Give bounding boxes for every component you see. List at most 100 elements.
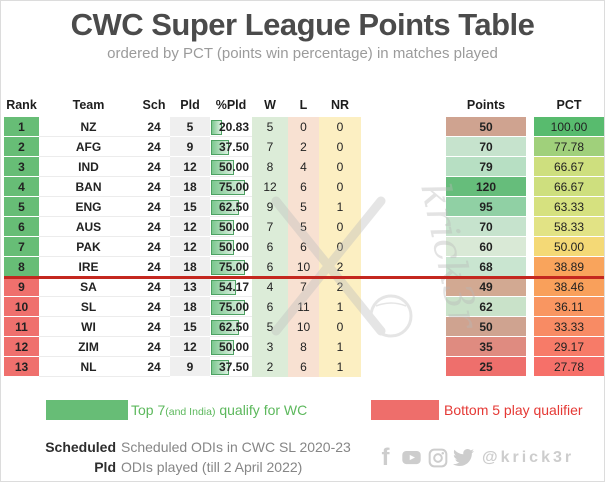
- points-cell: 79: [446, 157, 526, 177]
- spacer-cell: [526, 357, 534, 377]
- pldpct-databar: [211, 200, 240, 215]
- pldpct-databar: [211, 240, 234, 255]
- points-cell: 50: [446, 317, 526, 337]
- pldpct-value: 37.50: [218, 140, 249, 154]
- pldpct-value: 54.17: [218, 280, 249, 294]
- spacer-cell: [361, 117, 446, 137]
- points-table: Rank Team Sch Pld %Pld W L NR Points PCT…: [4, 93, 604, 377]
- wins-cell: 3: [252, 337, 288, 357]
- facebook-icon: f: [381, 444, 390, 471]
- team-cell: NL: [39, 357, 138, 377]
- page-title: CWC Super League Points Table: [70, 7, 535, 42]
- footnote-label: Scheduled: [45, 439, 116, 455]
- pld-cell: 12: [170, 237, 210, 257]
- spacer-cell: [361, 197, 446, 217]
- sch-cell: 24: [138, 177, 170, 197]
- pld-cell: 18: [170, 297, 210, 317]
- pld-cell: 18: [170, 257, 210, 277]
- points-cell: 70: [446, 217, 526, 237]
- noresult-cell: 0: [319, 317, 361, 337]
- footnote-desc: Scheduled ODIs in CWC SL 2020-23: [121, 439, 351, 455]
- rank-cell: 10: [4, 297, 39, 317]
- pld-cell: 12: [170, 337, 210, 357]
- page-subtitle: ordered by PCT (points win percentage) i…: [107, 45, 498, 62]
- rank-cell: 13: [4, 357, 39, 377]
- pldpct-databar: [211, 120, 222, 135]
- noresult-cell: 0: [319, 137, 361, 157]
- spacer-cell: [361, 137, 446, 157]
- noresult-cell: 2: [319, 257, 361, 277]
- wins-cell: 6: [252, 257, 288, 277]
- pldpct-cell: 50.00: [210, 337, 252, 357]
- noresult-cell: 1: [319, 197, 361, 217]
- pldpct-value: 50.00: [218, 240, 249, 254]
- pldpct-cell: 37.50: [210, 137, 252, 157]
- pld-cell: 15: [170, 317, 210, 337]
- sch-cell: 24: [138, 297, 170, 317]
- pld-cell: 12: [170, 217, 210, 237]
- pldpct-databar: [211, 220, 234, 235]
- pldpct-cell: 50.00: [210, 157, 252, 177]
- sch-cell: 24: [138, 257, 170, 277]
- points-cell: 70: [446, 137, 526, 157]
- pldpct-databar: [211, 180, 245, 195]
- footnote-desc: ODIs played (till 2 April 2022): [121, 458, 303, 475]
- spacer-cell: [361, 357, 446, 377]
- pldpct-value: 62.50: [218, 200, 249, 214]
- rank-cell: 8: [4, 257, 39, 277]
- sch-cell: 24: [138, 237, 170, 257]
- noresult-cell: 1: [319, 297, 361, 317]
- points-cell: 120: [446, 177, 526, 197]
- table-row: 7 PAK 24 12 50.00 6 6 0 60 50.00: [4, 237, 604, 257]
- team-cell: BAN: [39, 177, 138, 197]
- team-cell: SL: [39, 297, 138, 317]
- sch-cell: 24: [138, 197, 170, 217]
- sch-cell: 24: [138, 357, 170, 377]
- legend-red-label: Bottom 5 play qualifier: [444, 402, 583, 418]
- sch-cell: 24: [138, 317, 170, 337]
- spacer-cell: [361, 177, 446, 197]
- losses-cell: 10: [288, 257, 319, 277]
- points-cell: 68: [446, 257, 526, 277]
- rank-cell: 4: [4, 177, 39, 197]
- wins-cell: 7: [252, 137, 288, 157]
- losses-cell: 0: [288, 117, 319, 137]
- wins-cell: 2: [252, 357, 288, 377]
- losses-cell: 5: [288, 217, 319, 237]
- sch-cell: 24: [138, 157, 170, 177]
- points-cell: 62: [446, 297, 526, 317]
- pldpct-databar: [211, 340, 234, 355]
- header-gap: [361, 93, 446, 117]
- instagram-icon: [427, 447, 448, 468]
- table-row: 1 NZ 24 5 20.83 5 0 0 50 100.00: [4, 117, 604, 137]
- footnotes: Scheduled Scheduled ODIs in CWC SL 2020-…: [39, 438, 351, 477]
- table-row: 9 SA 24 13 54.17 4 7 2 49 38.46: [4, 277, 604, 297]
- qualification-cutoff-line: [4, 276, 604, 279]
- spacer-cell: [526, 317, 534, 337]
- pldpct-value: 50.00: [218, 220, 249, 234]
- legend-red-swatch: [371, 400, 439, 420]
- pct-cell: 29.17: [534, 337, 604, 357]
- sch-cell: 24: [138, 117, 170, 137]
- pldpct-value: 20.83: [218, 120, 249, 134]
- pldpct-cell: 62.50: [210, 197, 252, 217]
- pldpct-cell: 54.17: [210, 277, 252, 297]
- points-cell: 50: [446, 117, 526, 137]
- losses-cell: 10: [288, 317, 319, 337]
- noresult-cell: 0: [319, 237, 361, 257]
- team-cell: ENG: [39, 197, 138, 217]
- noresult-cell: 0: [319, 117, 361, 137]
- pldpct-cell: 75.00: [210, 297, 252, 317]
- table-row: 5 ENG 24 15 62.50 9 5 1 95 63.33: [4, 197, 604, 217]
- losses-cell: 7: [288, 277, 319, 297]
- spacer-cell: [361, 337, 446, 357]
- wins-cell: 4: [252, 277, 288, 297]
- sch-cell: 24: [138, 277, 170, 297]
- pldpct-value: 62.50: [218, 320, 249, 334]
- pct-cell: 100.00: [534, 117, 604, 137]
- legend-green-swatch: [46, 400, 128, 420]
- header-pld: Pld: [180, 98, 200, 112]
- noresult-cell: 2: [319, 277, 361, 297]
- legend-green-small: (and India): [165, 406, 216, 418]
